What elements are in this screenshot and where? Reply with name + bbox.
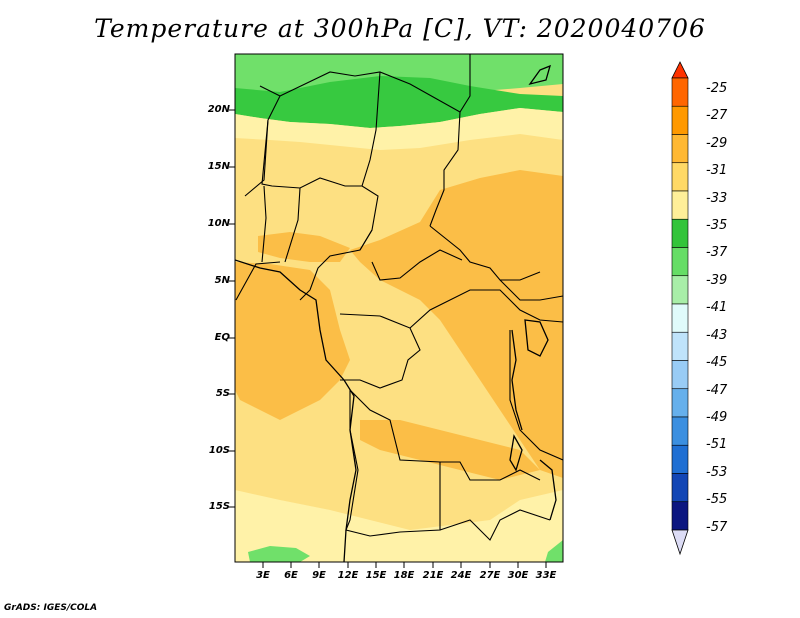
colorbar-label: -29 [706,136,728,151]
lat-label-10s: 10S [208,445,230,456]
colorbar-swatch [671,360,689,390]
lon-label-9e: 9E [312,570,326,581]
colorbar-label: -41 [706,300,728,315]
colorbar-label: -51 [706,437,728,452]
northern-dark-green-band [235,76,563,128]
colorbar-swatch [671,473,689,503]
colorbar-swatch [671,162,689,192]
colorbar-label: -55 [706,492,728,507]
colorbar-swatch [671,444,689,474]
map-frame [234,53,564,563]
colorbar-label: -39 [706,273,728,288]
colorbar-label: -57 [706,520,728,535]
colorbar-swatch [671,303,689,333]
colorbar-swatch [671,247,689,277]
footer-credit: GrADS: IGES/COLA [4,603,98,613]
lat-label-eq: EQ [214,332,230,343]
lon-label-15e: 15E [365,570,387,581]
green-patch-southeast [545,540,563,562]
colorbar-label: -31 [706,163,728,178]
colorbar-swatch [671,501,689,531]
colorbar [671,61,689,556]
lat-label-20n: 20N [207,104,230,115]
colorbar-label: -33 [706,191,728,206]
colorbar-swatches [671,77,689,531]
colorbar-swatch [671,105,689,135]
orange-region-east [350,170,563,478]
colorbar-swatch [671,190,689,220]
lat-label-15s: 15S [208,501,230,512]
lon-label-27e: 27E [479,570,501,581]
lon-label-18e: 18E [393,570,415,581]
colorbar-label: -53 [706,465,728,480]
orange-region-central [360,420,540,480]
colorbar-label: -49 [706,410,728,425]
lat-label-15n: 15N [207,161,230,172]
colorbar-label: -27 [706,108,728,123]
light-yellow-band-north [235,108,563,150]
colorbar-swatch [671,331,689,361]
country-borders [235,54,563,541]
coastlines [235,64,557,562]
colorbar-bottom-arrow [671,529,689,556]
map-title: Temperature at 300hPa [C], VT: 202004070… [94,14,706,43]
lon-label-6e: 6E [284,570,298,581]
colorbar-label: -47 [706,383,728,398]
lon-label-3e: 3E [256,570,270,581]
colorbar-label: -25 [706,81,728,96]
lon-label-21e: 21E [422,570,444,581]
lat-label-5n: 5N [214,275,230,286]
colorbar-swatch [671,388,689,418]
colorbar-swatch [671,218,689,248]
lat-label-5s: 5S [215,388,230,399]
light-yellow-band-south [235,490,563,562]
green-patch-southwest [248,546,310,562]
colorbar-swatch [671,275,689,305]
orange-region-nigeria [258,232,350,262]
colorbar-swatch [671,416,689,446]
lon-label-12e: 12E [337,570,359,581]
colorbar-swatch [671,134,689,164]
lon-label-33e: 33E [535,570,557,581]
lon-label-24e: 24E [450,570,472,581]
colorbar-label: -37 [706,245,728,260]
colorbar-top-arrow [671,61,689,79]
lat-label-10n: 10N [207,218,230,229]
map-fill-layer [235,54,563,562]
orange-region-west [235,262,350,420]
colorbar-swatch [671,77,689,107]
colorbar-label: -45 [706,355,728,370]
colorbar-label: -43 [706,328,728,343]
axis-ticks [229,109,547,568]
colorbar-label: -35 [706,218,728,233]
lon-label-30e: 30E [507,570,529,581]
